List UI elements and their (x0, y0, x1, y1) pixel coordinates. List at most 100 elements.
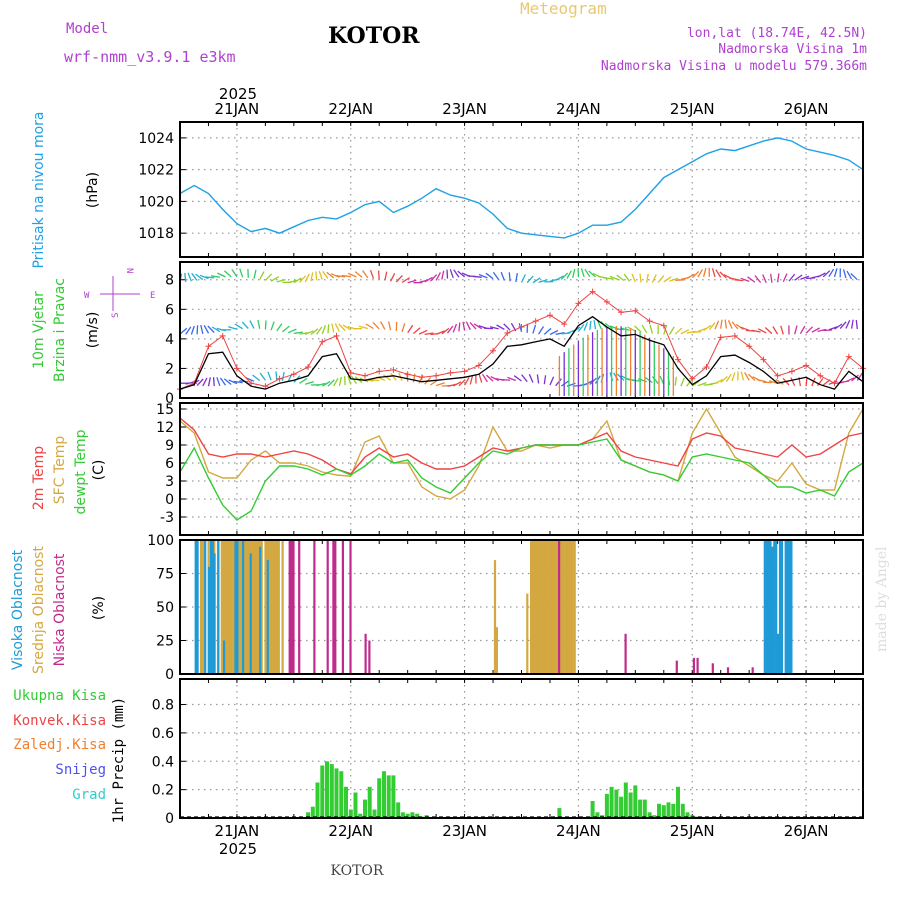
cloud-bar (224, 540, 227, 673)
precip-bar (676, 786, 680, 818)
wind-barb (473, 323, 483, 330)
cloud-bar (765, 540, 768, 673)
wind-barb (719, 271, 727, 279)
wind-barb (720, 319, 723, 329)
wind-barb (703, 324, 712, 332)
wind-barb (490, 376, 499, 382)
cloud-bar (217, 540, 220, 673)
wind-barb (680, 329, 690, 335)
cloud-bar (288, 540, 291, 673)
wind-barb (207, 325, 215, 333)
panel-4: 0 0.2 0.4 0.6 0.8 (152, 679, 864, 827)
y-tick-label: 25 (156, 634, 174, 650)
wind-barb (526, 275, 534, 284)
wind-barb (315, 271, 318, 281)
y-tick-label: 2 (165, 361, 174, 377)
precip-bar (315, 782, 320, 818)
credit-text: made by Angel (874, 546, 890, 652)
precip-bar (334, 768, 339, 818)
cloud-bar (554, 540, 557, 673)
wind-barb (358, 325, 368, 330)
wind-barb (338, 323, 346, 332)
cloud-bar (773, 540, 776, 673)
cloud-bar (535, 540, 538, 673)
date-label-top: 26JAN (784, 100, 829, 118)
wind-barb (245, 377, 255, 382)
precip-bar (396, 802, 401, 818)
gust-marker (404, 371, 411, 378)
wind-barb (584, 268, 591, 278)
date-label-top: 24JAN (556, 100, 601, 118)
cloud-bar (201, 540, 204, 673)
wind-barb (811, 377, 816, 387)
wind-barb (457, 270, 466, 278)
wind-barb (780, 325, 784, 335)
cloud-bar (530, 540, 533, 673)
wind-barb (609, 275, 619, 281)
wind-barb (401, 323, 406, 333)
wind-barb (469, 321, 477, 330)
wind-barb (219, 377, 227, 386)
y-tick-label: 12 (156, 420, 174, 436)
cloud-bar (368, 640, 371, 673)
wind-barb (478, 273, 488, 279)
wind-barb (560, 272, 569, 280)
cloud-bar (543, 540, 546, 673)
gust-marker (376, 368, 383, 375)
wind-barb (543, 327, 552, 335)
y-tick-label: 4 (165, 332, 174, 348)
precip-bar (604, 793, 609, 818)
y-tick-label: 75 (156, 567, 174, 583)
cloud-unit: (%) (91, 596, 107, 620)
wind-barb (407, 324, 414, 334)
gust-marker (561, 321, 568, 328)
wind-barb (549, 376, 555, 386)
plot-layer: 101810201022102402468-303691215025507510… (138, 100, 866, 840)
y-tick-label: 9 (165, 438, 174, 454)
cloud-bar (234, 540, 237, 673)
precip-bar (348, 809, 353, 818)
wind-barb (327, 379, 335, 387)
cloud-bar (537, 540, 540, 673)
wind-barb (350, 375, 357, 384)
wind-barb (383, 374, 391, 381)
lonlat-text: lon,lat (18.74E, 42.5N) (687, 26, 867, 41)
temp-label-sfc: SFC Temp (52, 436, 68, 505)
wind-barb (668, 326, 675, 335)
precip-bar (657, 803, 661, 818)
wind-barb (489, 326, 499, 330)
wind-barb (281, 325, 290, 333)
wind-barb (253, 269, 257, 279)
wind-barb (287, 328, 297, 334)
wind-barb (817, 328, 827, 333)
cloud-bar (558, 540, 561, 673)
wind-label-1: 10m Vjetar (31, 291, 47, 369)
cloud-bar (569, 540, 572, 673)
wind-barb (472, 275, 482, 278)
gust-marker (532, 318, 539, 325)
cloud-bar (533, 540, 536, 673)
cloud-bar (564, 540, 567, 673)
wind-barb (299, 275, 307, 283)
cloud-bar (531, 540, 535, 673)
legend-hail: Grad (72, 787, 106, 803)
gust-marker (646, 318, 653, 325)
wind-barb (452, 381, 462, 387)
y-tick-label: 6 (165, 456, 174, 472)
gust-marker (603, 298, 610, 305)
wind-barb (543, 375, 547, 385)
cloud-bar (547, 540, 550, 673)
cloud-bar (223, 640, 226, 673)
wind-barb (281, 371, 285, 382)
gust-marker (589, 288, 596, 295)
wind-barb (762, 274, 767, 283)
wind-barb (210, 275, 220, 278)
gust-marker (205, 343, 212, 350)
precip-bar (671, 803, 676, 818)
precip-bar (557, 808, 562, 818)
year-bottom: 2025 (219, 840, 257, 858)
wind-barb (580, 268, 585, 277)
wind-barb (485, 374, 494, 382)
wind-barb (528, 373, 534, 383)
wind-barb (234, 323, 243, 330)
